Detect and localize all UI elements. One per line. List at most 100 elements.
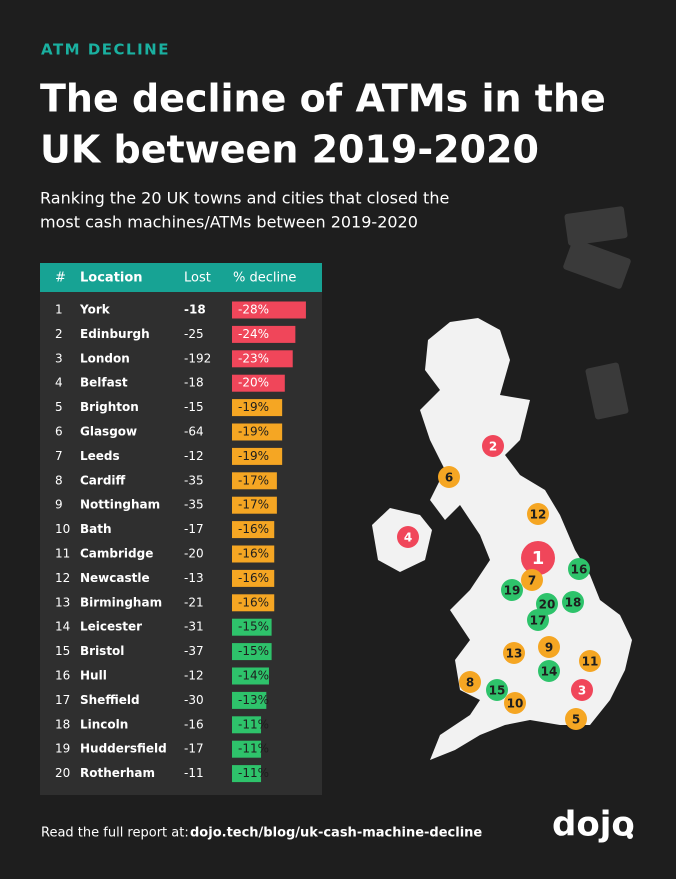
rank: 11 xyxy=(55,547,70,561)
decline-label: -16% xyxy=(238,571,269,585)
map-marker-label: 2 xyxy=(489,440,497,454)
decline-bar xyxy=(232,716,262,734)
map-marker xyxy=(504,692,526,714)
location: London xyxy=(80,351,130,365)
lost: -35 xyxy=(184,498,204,512)
col-header: % decline xyxy=(233,271,296,286)
location: Rotherham xyxy=(80,766,155,780)
map-marker xyxy=(571,679,593,701)
decline-label: -16% xyxy=(238,547,269,561)
location: Birmingham xyxy=(80,595,162,609)
decline-bar xyxy=(232,691,267,709)
footer-link[interactable]: dojo.tech/blog/uk-cash-machine-decline xyxy=(190,826,482,841)
rank: 4 xyxy=(55,376,63,390)
decline-bar xyxy=(232,594,275,612)
map-marker-label: 8 xyxy=(466,676,474,690)
decline-bar xyxy=(232,521,275,539)
decline-label: -11% xyxy=(238,742,269,756)
map-marker xyxy=(527,503,549,525)
location: Cardiff xyxy=(80,473,126,487)
map-marker-label: 1 xyxy=(532,548,545,569)
map-marker-label: 3 xyxy=(578,684,586,698)
decline-bar xyxy=(232,765,262,783)
map-marker xyxy=(538,636,560,658)
location: Brighton xyxy=(80,400,139,414)
decline-label: -16% xyxy=(238,522,269,536)
location: Nottingham xyxy=(80,498,160,512)
lost: -21 xyxy=(184,595,204,609)
map-marker xyxy=(579,650,601,672)
map-marker xyxy=(565,708,587,730)
rank: 3 xyxy=(55,351,63,365)
decline-bar xyxy=(232,569,275,587)
map-marker-label: 4 xyxy=(404,531,412,545)
decline-bar xyxy=(232,472,277,490)
map-marker xyxy=(568,558,590,580)
subtitle: most cash machines/ATMs between 2019-202… xyxy=(40,213,418,232)
map-marker-label: 16 xyxy=(571,563,588,577)
location: Lincoln xyxy=(80,717,128,731)
rank: 9 xyxy=(55,498,63,512)
decline-bar xyxy=(232,545,275,563)
lost: -64 xyxy=(184,425,204,439)
rank: 14 xyxy=(55,620,70,634)
rank: 20 xyxy=(55,766,70,780)
map-marker-label: 12 xyxy=(530,508,547,522)
decline-label: -23% xyxy=(238,351,269,365)
map-marker-label: 9 xyxy=(545,641,553,655)
lost: -17 xyxy=(184,742,204,756)
map-marker-label: 5 xyxy=(572,713,580,727)
map-marker xyxy=(503,642,525,664)
rank: 10 xyxy=(55,522,70,536)
map-marker-label: 20 xyxy=(539,598,556,612)
lost: -192 xyxy=(184,351,211,365)
decline-bar xyxy=(232,740,262,758)
rank: 13 xyxy=(55,595,70,609)
location: Glasgow xyxy=(80,425,137,439)
map-marker xyxy=(459,671,481,693)
decline-bar xyxy=(232,447,283,465)
table-header xyxy=(40,263,322,292)
lost: -12 xyxy=(184,449,204,463)
decline-label: -15% xyxy=(238,620,269,634)
map-marker-label: 17 xyxy=(530,614,547,628)
map-marker xyxy=(562,591,584,613)
map-marker-label: 6 xyxy=(445,471,453,485)
lost: -12 xyxy=(184,669,204,683)
decline-bar xyxy=(232,374,285,392)
decline-label: -17% xyxy=(238,498,269,512)
rank: 12 xyxy=(55,571,70,585)
lost: -18 xyxy=(184,303,206,317)
rank: 15 xyxy=(55,644,70,658)
rank: 17 xyxy=(55,693,70,707)
rank: 8 xyxy=(55,473,63,487)
location: Huddersfield xyxy=(80,742,167,756)
eyebrow: ATM DECLINE xyxy=(41,41,170,59)
lost: -31 xyxy=(184,620,204,634)
map-marker-label: 11 xyxy=(582,655,599,669)
lost: -30 xyxy=(184,693,204,707)
decline-bar xyxy=(232,618,272,636)
decline-bar xyxy=(232,496,277,514)
map-marker xyxy=(438,466,460,488)
location: Leicester xyxy=(80,620,142,634)
decline-bar xyxy=(232,301,306,319)
location: Bristol xyxy=(80,644,124,658)
logo: dojo xyxy=(552,805,635,845)
map-marker-label: 14 xyxy=(541,665,558,679)
rank: 1 xyxy=(55,303,63,317)
lost: -17 xyxy=(184,522,204,536)
col-header: Lost xyxy=(184,271,211,286)
rank: 7 xyxy=(55,449,63,463)
lost: -35 xyxy=(184,473,204,487)
lost: -18 xyxy=(184,376,204,390)
footer-lead: Read the full report at: xyxy=(41,826,189,841)
map-marker xyxy=(521,541,555,575)
map-marker xyxy=(397,526,419,548)
decline-bar xyxy=(232,667,269,685)
map-marker-label: 13 xyxy=(506,647,523,661)
rank: 5 xyxy=(55,400,63,414)
map-marker-label: 7 xyxy=(528,574,536,588)
col-header: Location xyxy=(80,271,143,286)
